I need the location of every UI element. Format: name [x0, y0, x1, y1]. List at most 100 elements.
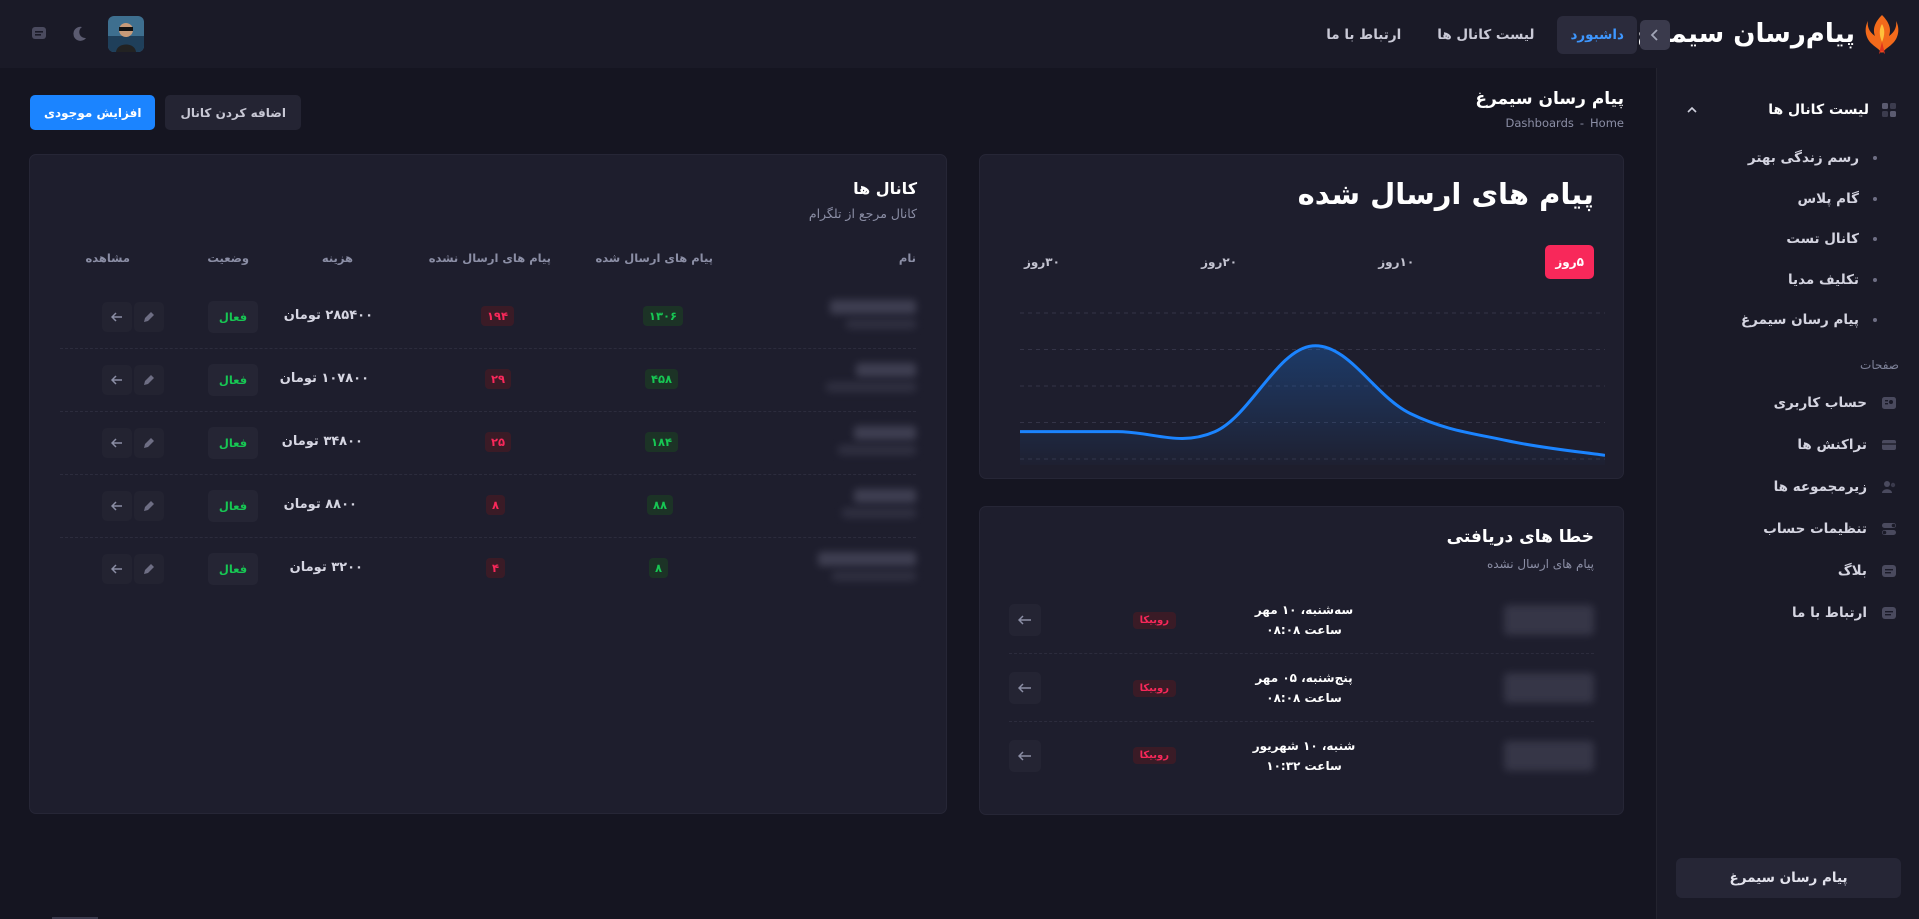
messages-button[interactable] — [28, 23, 50, 45]
sent-messages-chart — [1020, 312, 1605, 465]
view-button[interactable] — [102, 428, 132, 458]
pencil-icon — [144, 501, 154, 511]
moon-icon — [73, 26, 86, 41]
sent-count-badge: ۴۵۸ — [644, 369, 678, 389]
chevron-up-icon[interactable] — [1687, 106, 1697, 114]
view-button[interactable] — [102, 554, 132, 584]
status-badge[interactable]: فعال — [208, 553, 258, 585]
sent-messages-card: پیام های ارسال شده ۵روز ۱۰روز ۲۰روز ۳۰رو… — [979, 154, 1624, 479]
breadcrumb-home[interactable]: Home — [1590, 116, 1624, 130]
status-badge[interactable]: فعال — [208, 364, 258, 396]
chevron-left-icon — [1650, 29, 1658, 41]
day-range-tabs: ۵روز ۱۰روز ۲۰روز ۳۰روز — [1014, 245, 1594, 279]
sidebar-item-referrals[interactable]: زیرمجموعه ها — [1687, 466, 1897, 508]
sidebar-item-label: تکلیف مدیا — [1787, 271, 1859, 288]
breadcrumb: Home - Dashboards — [1505, 116, 1624, 130]
column-header-view: مشاهده — [85, 251, 130, 265]
bullet-icon — [1873, 277, 1877, 282]
sidebar-item-transactions[interactable]: تراکنش ها — [1687, 424, 1897, 466]
arrow-left-icon — [111, 375, 122, 385]
channel-name-blurred — [1504, 673, 1594, 703]
top-nav: داشبورد لیست کانال ها ارتباط با ما — [1313, 16, 1637, 54]
view-button[interactable] — [102, 302, 132, 332]
edit-button[interactable] — [134, 428, 164, 458]
table-row: ۴۵۸ ۲۹ ۱۰۷۸۰۰ تومان فعال — [60, 349, 916, 412]
sidebar-channels-heading[interactable]: لیست کانال ها — [1687, 98, 1897, 122]
error-detail-button[interactable] — [1009, 672, 1041, 704]
tab-5-days[interactable]: ۵روز — [1545, 245, 1594, 279]
table-row: ۱۳۰۶ ۱۹۴ ۲۸۵۴۰۰ تومان فعال — [60, 286, 916, 349]
sidebar-item-label: گام پلاس — [1797, 190, 1859, 207]
error-datetime: پنج‌شنبه، ۰۵ مهر ساعت ۰۸:۰۸ — [1239, 668, 1369, 708]
column-header-unsent: پیام های ارسال نشده — [428, 251, 551, 265]
sidebar-item-channel[interactable]: رسم زندگی بهتر — [1687, 138, 1877, 179]
arrow-left-icon — [111, 312, 122, 322]
nav-channel-list[interactable]: لیست کانال ها — [1437, 27, 1535, 43]
bullet-icon — [1873, 318, 1877, 323]
toggle-icon — [1882, 523, 1896, 535]
brand[interactable]: پیام‌رسان سیمرغ — [1637, 12, 1901, 56]
add-channel-button[interactable]: اضافه کردن کانال — [165, 95, 301, 130]
avatar[interactable] — [108, 16, 144, 52]
errors-card: خطا های دریافتی پیام های ارسال نشده سه‌ش… — [979, 506, 1624, 815]
edit-button[interactable] — [134, 554, 164, 584]
user-card-icon — [1882, 397, 1896, 409]
channels-title: کانال ها — [853, 179, 917, 198]
pencil-icon — [144, 564, 154, 574]
tab-30-days[interactable]: ۳۰روز — [1024, 255, 1060, 269]
increase-balance-button[interactable]: افزایش موجودی — [30, 95, 156, 130]
error-time: ساعت ۰۸:۰۸ — [1266, 623, 1342, 637]
tab-20-days[interactable]: ۲۰روز — [1201, 255, 1238, 269]
sidebar-toggle-button[interactable] — [1640, 20, 1670, 50]
status-badge[interactable]: فعال — [208, 301, 258, 333]
message-icon — [1882, 607, 1896, 619]
sidebar-item-contact[interactable]: ارتباط با ما — [1687, 592, 1897, 634]
sidebar-item-blog[interactable]: بلاگ — [1687, 550, 1897, 592]
sidebar-item-channel[interactable]: پیام رسان سیمرغ — [1687, 300, 1877, 341]
column-header-cost: هزینه — [321, 251, 353, 265]
error-detail-button[interactable] — [1009, 604, 1041, 636]
bullet-icon — [1873, 196, 1877, 201]
cost-value: ۲۸۵۴۰۰ تومان — [283, 308, 373, 323]
column-header-sent: پیام های ارسال شده — [595, 251, 713, 265]
sidebar-footer-button[interactable]: پیام رسان سیمرغ — [1676, 858, 1901, 898]
error-datetime: شنبه، ۱۰ شهریور ساعت ۱۰:۳۲ — [1239, 736, 1369, 776]
sidebar-item-account[interactable]: حساب کاربری — [1687, 382, 1897, 424]
sidebar-item-label: بلاگ — [1837, 563, 1867, 579]
arrow-left-icon — [1018, 615, 1031, 625]
series-line — [1020, 344, 1605, 457]
edit-button[interactable] — [134, 302, 164, 332]
phoenix-logo-icon — [1865, 15, 1899, 54]
error-detail-button[interactable] — [1009, 739, 1041, 772]
status-badge[interactable]: فعال — [208, 427, 258, 459]
nav-dashboard[interactable]: داشبورد — [1557, 16, 1637, 54]
view-button[interactable] — [102, 365, 132, 395]
sidebar-section-label: صفحات — [1860, 358, 1899, 372]
sent-count-badge: ۱۸۴ — [644, 432, 678, 452]
platform-badge: روبیکا — [1132, 679, 1176, 697]
nav-contact[interactable]: ارتباط با ما — [1326, 27, 1402, 43]
sidebar-item-channel[interactable]: تکلیف مدیا — [1687, 260, 1877, 301]
sidebar-item-channel[interactable]: گام پلاس — [1687, 179, 1877, 220]
unsent-count-badge: ۸ — [485, 495, 505, 515]
error-row: شنبه، ۱۰ شهریور ساعت ۱۰:۳۲ روبیکا — [1009, 722, 1594, 789]
horizontal-scrollbar[interactable] — [52, 917, 98, 919]
edit-button[interactable] — [134, 365, 164, 395]
view-button[interactable] — [102, 491, 132, 521]
sidebar-item-settings[interactable]: تنظیمات حساب — [1687, 508, 1897, 550]
sidebar-item-label: ارتباط با ما — [1791, 605, 1867, 621]
unsent-count-badge: ۲۵ — [484, 432, 511, 452]
arrow-left-icon — [111, 564, 122, 574]
error-time: ساعت ۰۸:۰۸ — [1266, 691, 1342, 705]
channel-name-blurred — [816, 300, 916, 332]
theme-toggle-button[interactable] — [68, 23, 90, 45]
status-badge[interactable]: فعال — [208, 490, 258, 522]
tab-10-days[interactable]: ۱۰روز — [1378, 255, 1415, 269]
column-header-status: وضعیت — [207, 251, 249, 265]
channel-name-blurred — [816, 363, 916, 395]
sidebar-item-channel[interactable]: کانال تست — [1687, 219, 1877, 260]
table-header: نام پیام های ارسال شده پیام های ارسال نش… — [30, 251, 946, 271]
errors-subtitle: پیام های ارسال نشده — [1486, 557, 1594, 571]
breadcrumb-dashboards[interactable]: Dashboards — [1505, 116, 1574, 130]
edit-button[interactable] — [134, 491, 164, 521]
